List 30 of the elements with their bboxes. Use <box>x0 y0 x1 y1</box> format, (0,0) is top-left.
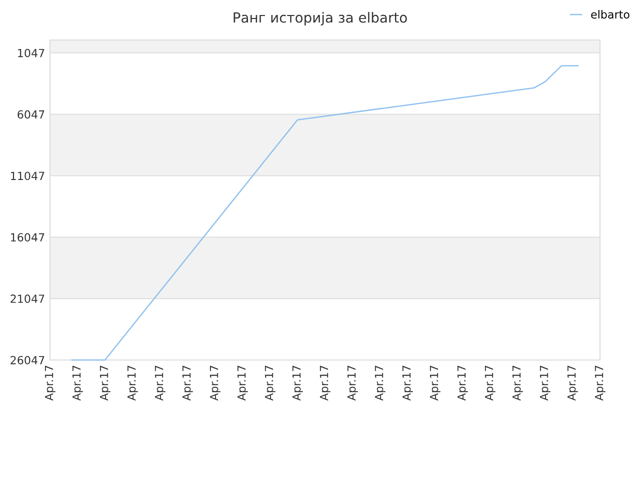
y-tick-label: 26047 <box>10 356 44 364</box>
x-tick-label: Apr.17 <box>100 366 110 401</box>
x-tick-label: Apr.17 <box>237 366 248 401</box>
chart-title: Ранг историја за elbarto <box>234 12 407 26</box>
x-tick-label: Apr.17 <box>210 366 220 401</box>
x-tick-label: Apr.17 <box>594 366 606 401</box>
x-tick-label: Apr.17 <box>292 366 303 401</box>
x-tick-label: Apr.17 <box>540 366 550 401</box>
legend-label: elbarto <box>591 10 630 19</box>
x-tick-label: Apr.17 <box>402 366 413 401</box>
x-tick-label: Apr.17 <box>320 366 330 401</box>
x-tick-label: Apr.17 <box>374 366 386 401</box>
line-series <box>71 65 579 361</box>
y-tick-label: 6047 <box>18 110 44 119</box>
x-tick-label: Apr.17 <box>512 366 523 401</box>
x-tick-label: Apr.17 <box>182 366 193 401</box>
x-tick-label: Apr.17 <box>264 366 276 401</box>
y-tick-label: 1047 <box>18 48 44 58</box>
x-tick-label: Apr.17 <box>457 366 468 401</box>
x-tick-label: Apr.17 <box>44 366 56 401</box>
y-tick-label: 11047 <box>11 172 44 180</box>
y-tick-label: 16047 <box>11 233 44 242</box>
x-tick-label: Apr.17 <box>72 366 83 401</box>
x-tick-label: Apr.17 <box>484 366 496 401</box>
x-tick-label: Apr.17 <box>430 366 440 401</box>
y-tick-label: 21047 <box>10 294 44 303</box>
x-tick-label: Apr.17 <box>347 366 358 401</box>
x-tick-label: Apr.17 <box>154 366 166 401</box>
x-tick-label: Apr.17 <box>567 366 578 401</box>
x-tick-label: Apr.17 <box>127 366 138 401</box>
